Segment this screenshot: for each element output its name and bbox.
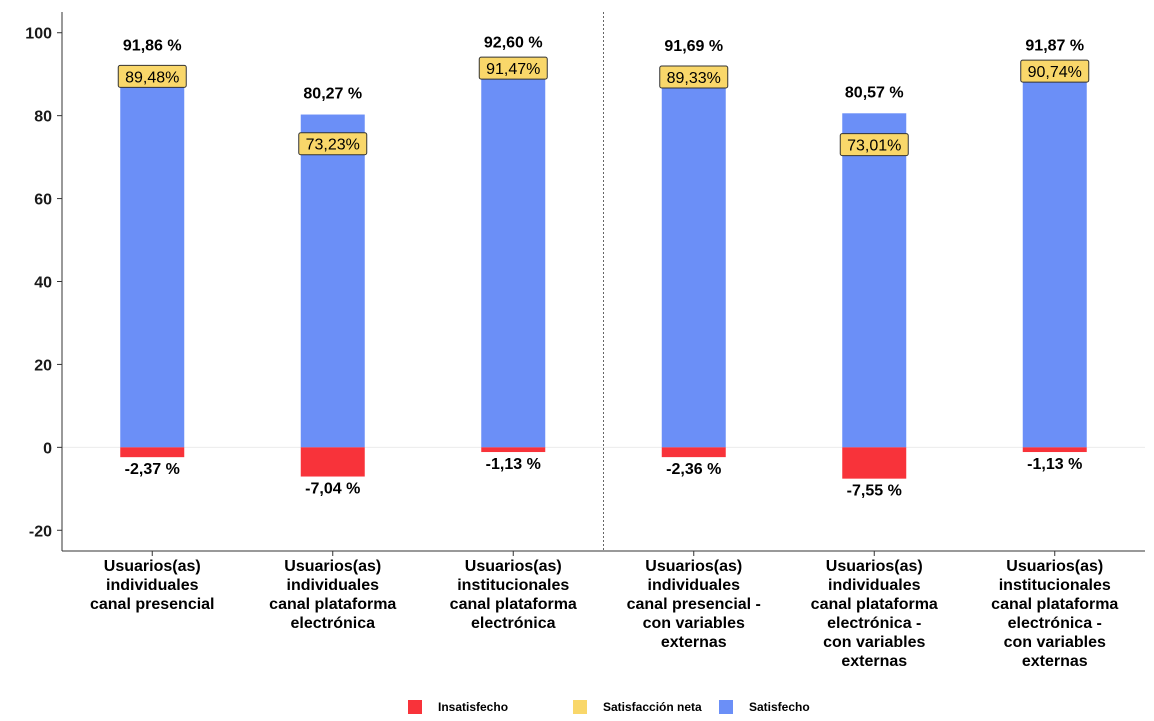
data-label-insatisfecho: -1,13 % bbox=[1027, 456, 1082, 473]
legend: Insatisfecho Satisfacción neta Satisfecho bbox=[408, 700, 810, 714]
bars-group bbox=[120, 63, 1087, 479]
x-tick-label: Usuarios(as) individuales canal plataforma… bbox=[811, 558, 938, 670]
legend-label: Insatisfecho bbox=[438, 700, 508, 714]
x-tick-label-line: Usuarios(as) bbox=[1006, 558, 1103, 575]
x-tick-label-line: electrónica bbox=[291, 615, 376, 632]
x-tick-label: Usuarios(as) individuales canal presencial bbox=[90, 558, 215, 613]
x-tick-label: Usuarios(as) institucionales canal platafo… bbox=[991, 558, 1118, 670]
data-label-satisfecho: 91,87 % bbox=[1025, 37, 1084, 54]
bar-satisfecho bbox=[842, 113, 907, 448]
x-tick-label-line: con variables bbox=[1004, 634, 1106, 651]
x-tick-label-line: canal presencial - bbox=[627, 596, 761, 613]
x-tick-label-line: individuales bbox=[287, 577, 380, 594]
x-tick-label-line: canal plataforma bbox=[269, 596, 396, 613]
bar-satisfecho bbox=[661, 67, 726, 448]
legend-label: Satisfecho bbox=[749, 700, 810, 714]
net-label-box bbox=[478, 56, 548, 80]
bar-insatisfecho bbox=[842, 447, 907, 479]
x-tick-label-line: externas bbox=[661, 634, 727, 651]
data-label-satisfecho: 80,27 % bbox=[303, 86, 362, 103]
bar-insatisfecho bbox=[1022, 447, 1087, 453]
net-label-box bbox=[1020, 59, 1090, 83]
x-tick-label-line: individuales bbox=[648, 577, 741, 594]
y-tick-label: 80 bbox=[34, 109, 52, 126]
y-tick-label: 100 bbox=[25, 26, 52, 43]
data-label-insatisfecho: -2,36 % bbox=[666, 461, 721, 478]
legend-label: Satisfacción neta bbox=[603, 700, 702, 714]
net-label-box bbox=[839, 133, 909, 157]
y-tick-label: 40 bbox=[34, 275, 52, 292]
y-tick-label: -20 bbox=[29, 523, 52, 540]
x-tick-label-line: Usuarios(as) bbox=[104, 558, 201, 575]
bar-insatisfecho bbox=[661, 447, 726, 458]
x-tick-label-line: externas bbox=[1022, 653, 1088, 670]
bar-satisfecho bbox=[481, 63, 546, 448]
x-tick-label-line: canal presencial bbox=[90, 596, 215, 613]
legend-swatch bbox=[408, 700, 422, 714]
x-tick-label-line: Usuarios(as) bbox=[826, 558, 923, 575]
bar-insatisfecho bbox=[120, 447, 185, 458]
data-labels-group: 91,86 % -2,37 % 89,48% 80,27 % -7,04 % 73,23%… bbox=[117, 34, 1090, 500]
bar-insatisfecho bbox=[300, 447, 365, 477]
x-tick-label-line: electrónica - bbox=[827, 615, 921, 632]
x-tick-label-line: institucionales bbox=[457, 577, 569, 594]
x-tick-label-line: externas bbox=[841, 653, 907, 670]
data-label-satisfaccion-neta: 91,47% bbox=[486, 61, 540, 78]
x-tick-label: Usuarios(as) institucionales canal platafo… bbox=[450, 558, 577, 632]
y-tick-label: 60 bbox=[34, 192, 52, 209]
y-tick-label: 0 bbox=[43, 440, 52, 457]
data-label-satisfecho: 91,69 % bbox=[664, 38, 723, 55]
data-label-satisfaccion-neta: 73,23% bbox=[306, 137, 360, 154]
x-tick-label-line: Usuarios(as) bbox=[284, 558, 381, 575]
x-tick-label-line: electrónica bbox=[471, 615, 556, 632]
x-tick-label-line: con variables bbox=[823, 634, 925, 651]
net-label-box bbox=[659, 65, 729, 89]
data-label-insatisfecho: -1,13 % bbox=[486, 456, 541, 473]
data-label-insatisfecho: -2,37 % bbox=[125, 461, 180, 478]
bar-satisfecho bbox=[120, 66, 185, 448]
bar-satisfecho bbox=[300, 114, 365, 448]
x-tick-label-line: institucionales bbox=[999, 577, 1111, 594]
x-tick-label-line: canal plataforma bbox=[991, 596, 1118, 613]
x-tick-label-line: Usuarios(as) bbox=[465, 558, 562, 575]
data-label-satisfaccion-neta: 89,33% bbox=[667, 70, 721, 87]
bar-insatisfecho bbox=[481, 447, 546, 453]
net-label-box bbox=[298, 132, 368, 156]
x-tick-label: Usuarios(as) individuales canal presencial… bbox=[627, 558, 761, 651]
legend-swatch bbox=[573, 700, 587, 714]
net-label-box bbox=[117, 64, 187, 88]
y-tick-label: 20 bbox=[34, 357, 52, 374]
x-tick-label-line: canal plataforma bbox=[450, 596, 577, 613]
data-label-insatisfecho: -7,04 % bbox=[305, 481, 360, 498]
bar-satisfecho bbox=[1022, 66, 1087, 448]
x-tick-label: Usuarios(as) individuales canal plataforma… bbox=[269, 558, 396, 632]
data-label-satisfaccion-neta: 73,01% bbox=[847, 138, 901, 155]
data-label-satisfecho: 91,86 % bbox=[123, 37, 182, 54]
axes-group: 100 80 60 40 20 0 -20 Usuarios(as) individuales c… bbox=[25, 12, 1145, 670]
x-tick-label-line: electrónica - bbox=[1008, 615, 1102, 632]
legend-swatch bbox=[719, 700, 733, 714]
data-label-insatisfecho: -7,55 % bbox=[847, 483, 902, 500]
x-tick-label-line: canal plataforma bbox=[811, 596, 938, 613]
x-tick-label-line: individuales bbox=[828, 577, 921, 594]
data-label-satisfaccion-neta: 89,48% bbox=[125, 69, 179, 86]
data-label-satisfecho: 80,57 % bbox=[845, 84, 904, 101]
data-label-satisfaccion-neta: 90,74% bbox=[1028, 64, 1082, 81]
x-tick-label-line: Usuarios(as) bbox=[645, 558, 742, 575]
x-tick-label-line: con variables bbox=[643, 615, 745, 632]
data-label-satisfecho: 92,60 % bbox=[484, 34, 543, 51]
x-tick-label-line: individuales bbox=[106, 577, 199, 594]
